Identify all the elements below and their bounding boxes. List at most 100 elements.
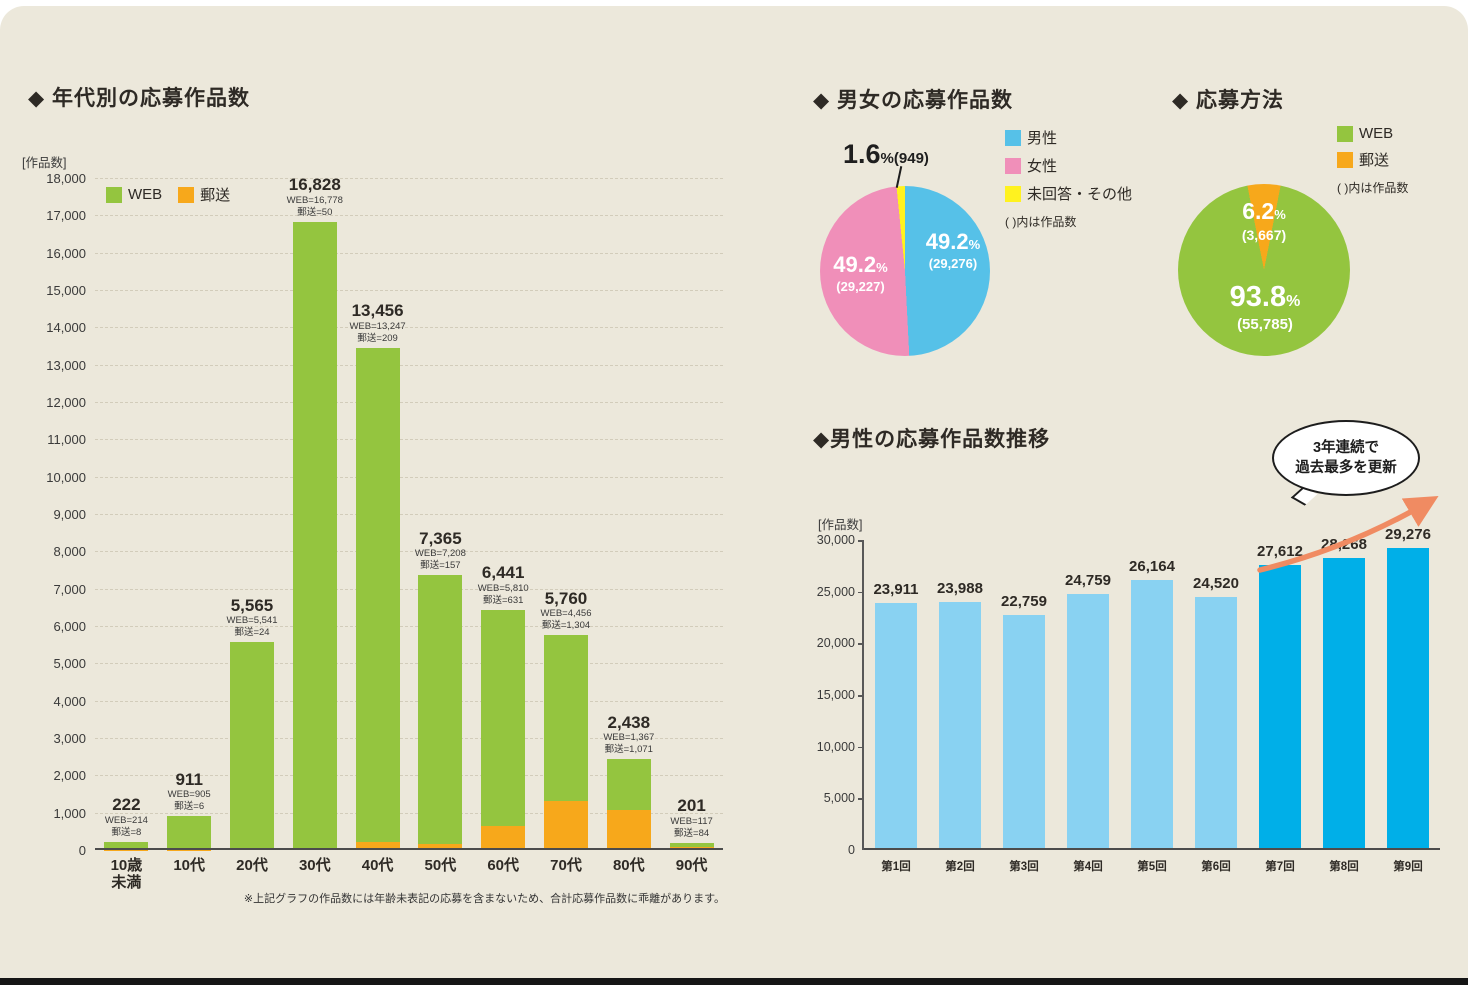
y-axis-tick-label: 10,000 <box>816 739 855 754</box>
infographic-panel: ◆ 年代別の応募作品数 [作品数] 0 1,000 2,000 3,000 4,000 5… <box>0 6 1468 985</box>
x-axis-category-label: 90代 <box>675 857 708 874</box>
y-axis-tick-label: 4,000 <box>53 693 86 709</box>
gridline <box>95 588 723 590</box>
mail-slice-count: (3,667) <box>1241 226 1287 243</box>
percent-sign: % <box>1286 293 1301 310</box>
x-axis-category-label: 40代 <box>361 857 394 874</box>
bar-web-detail: WEB=5,541 <box>226 615 278 627</box>
legend-label: 郵送 <box>200 187 231 204</box>
web-bar-segment <box>230 642 274 850</box>
y-axis-tick-label: 10,000 <box>46 469 86 485</box>
y-axis-tick-label: 6,000 <box>53 619 86 634</box>
legend-swatch <box>1337 151 1353 168</box>
legend-label: 郵送 <box>1359 152 1390 169</box>
y-axis-tick-label: 15,000 <box>816 688 855 702</box>
mail-bar-segment <box>355 842 400 850</box>
gridline <box>95 626 723 627</box>
legend-label: 未回答・その他 <box>1027 186 1133 203</box>
x-axis-category-label: 70代 <box>550 857 582 874</box>
female-slice-label: 49.2% (29,227) <box>813 252 908 295</box>
x-axis-category-label: 10歳 未満 <box>110 857 143 892</box>
bar-total-value: 201 <box>677 796 706 816</box>
trend-bar <box>1131 579 1173 850</box>
y-axis-tick-label: 2,000 <box>53 768 86 784</box>
bar-value-label: 16,828 WEB=16,778 郵送=50 <box>255 176 375 218</box>
legend-label: 女性 <box>1027 158 1058 175</box>
mail-bar-segment <box>606 810 651 850</box>
x-axis-category-label: 第4回 <box>1073 861 1103 873</box>
bar-mail-detail: 郵送=50 <box>297 206 333 218</box>
trend-bar-value: 23,988 <box>937 580 983 598</box>
age-chart-footnote: ※上記グラフの作品数には年齢未表記の応募を含まないため、合計応募作品数に乖離があ… <box>243 893 725 905</box>
bar-total-value: 2,438 <box>607 712 651 732</box>
trend-bar-value: 27,612 <box>1257 542 1303 560</box>
y-axis-tick-label: 20,000 <box>816 636 855 651</box>
legend-item: 郵送 <box>178 184 230 205</box>
legend-swatch <box>1005 185 1021 202</box>
x-axis-category-label: 第8回 <box>1329 861 1359 873</box>
web-bar-segment <box>104 841 149 850</box>
y-axis-tick-label: 13,000 <box>46 357 86 373</box>
x-axis-category-label: 10代 <box>173 857 206 874</box>
x-axis-category-label: 第7回 <box>1265 861 1295 873</box>
method-chart-title: ◆ 応募方法 <box>1172 89 1284 112</box>
female-slice-count: (29,227) <box>836 279 885 295</box>
x-axis-category-label: 第5回 <box>1137 861 1167 873</box>
gridline <box>95 476 723 478</box>
bar-value-label: 222 WEB=214 郵送=8 <box>66 796 186 838</box>
callout-line1: 3年連続で <box>1312 439 1380 456</box>
web-slice-label: 93.8% (55,785) <box>1191 280 1339 334</box>
legend-swatch <box>106 186 122 203</box>
male-slice-count: (29,276) <box>928 256 978 272</box>
y-axis-tick-label: 14,000 <box>46 320 86 336</box>
other-slice-count: (949) <box>893 150 929 167</box>
legend-item: WEB <box>106 186 162 203</box>
web-bar-segment <box>355 347 400 843</box>
y-axis-tick-label: 8,000 <box>53 544 86 560</box>
callout-line2: 過去最多を更新 <box>1295 460 1397 476</box>
y-axis-tick-label: 12,000 <box>46 395 86 410</box>
female-slice-percent: 49.2 <box>833 252 877 277</box>
bar-total-value: 5,565 <box>230 595 274 615</box>
y-axis-tick-label: 17,000 <box>46 208 86 224</box>
y-axis-tick-mark <box>858 695 864 697</box>
bar-mail-detail: 郵送=84 <box>674 827 710 839</box>
percent-sign: % <box>968 237 981 252</box>
y-axis-tick-label: 7,000 <box>53 581 86 597</box>
legend-swatch <box>1337 125 1353 142</box>
x-axis-category-label: 80代 <box>612 857 645 874</box>
web-bar-segment <box>606 759 651 810</box>
bar-mail-detail: 郵送=8 <box>111 826 142 838</box>
gender-chart-legend: 男性 女性 未回答・その他 ( )内は作品数 <box>1005 127 1132 230</box>
legend-item: 郵送 <box>1337 149 1389 170</box>
gridline <box>95 663 723 665</box>
web-slice-percent: 93.8 <box>1229 281 1287 313</box>
bar-mail-detail: 郵送=24 <box>234 627 270 639</box>
gridline <box>95 812 723 814</box>
method-chart-legend: WEB 郵送 ( )内は作品数 <box>1337 125 1408 196</box>
web-bar-segment <box>544 634 588 802</box>
bar-web-detail: WEB=4,456 <box>540 608 592 620</box>
trend-bar <box>875 602 917 850</box>
bar-total-value: 6,441 <box>481 563 525 583</box>
gridline <box>95 327 723 329</box>
legend-item: 未回答・その他 <box>1005 183 1132 204</box>
gender-chart-title: ◆ 男女の応募作品数 <box>813 89 1013 112</box>
x-axis-category-label: 50代 <box>424 857 457 874</box>
trend-bar <box>1003 614 1045 850</box>
x-axis-category-label: 第9回 <box>1393 861 1423 873</box>
trend-bar-value: 29,276 <box>1385 525 1431 543</box>
trend-bar-value: 24,759 <box>1065 572 1111 590</box>
bar-mail-detail: 郵送=157 <box>420 560 461 572</box>
bar-total-value: 7,365 <box>419 528 462 548</box>
gridline <box>95 252 723 254</box>
legend-note: ( )内は作品数 <box>1337 181 1409 195</box>
bar-value-label: 2,438 WEB=1,367 郵送=1,071 <box>569 712 689 756</box>
y-axis-tick-label: 0 <box>78 843 86 858</box>
bar-total-value: 5,760 <box>544 588 588 608</box>
y-axis-tick-label: 18,000 <box>46 171 86 186</box>
bar-mail-detail: 郵送=209 <box>357 332 398 344</box>
gridline <box>95 738 723 739</box>
legend-item: WEB <box>1337 125 1393 142</box>
mail-bar-segment <box>544 801 588 850</box>
